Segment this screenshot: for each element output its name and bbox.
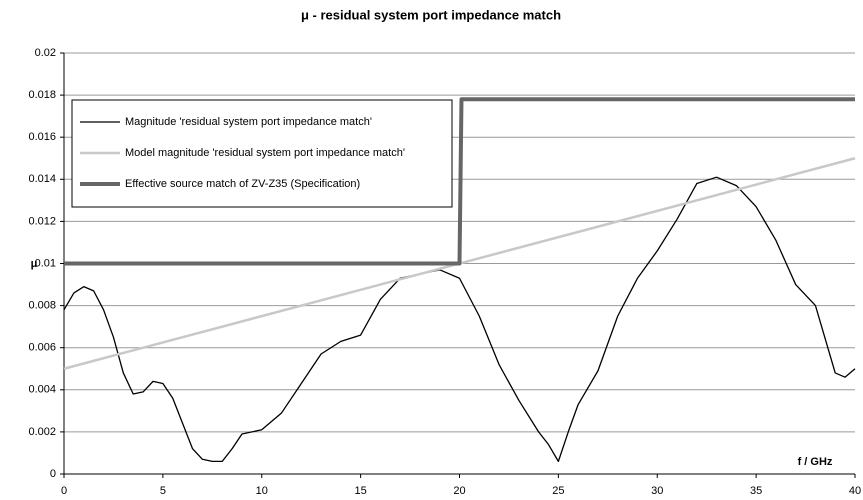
y-tick-label: 0 — [50, 468, 56, 480]
legend-label: Model magnitude 'residual system port im… — [125, 147, 405, 159]
legend-box — [71, 99, 453, 208]
y-tick-label: 0.01 — [35, 257, 56, 269]
legend-label: Magnitude 'residual system port impedanc… — [125, 116, 372, 128]
x-tick-label: 40 — [849, 485, 861, 497]
series-line — [64, 97, 855, 266]
y-tick-label: 0.016 — [28, 131, 56, 143]
chart-title: μ - residual system port impedance match — [301, 7, 561, 22]
y-tick-label: 0.014 — [28, 173, 56, 185]
x-tick-label: 20 — [453, 485, 465, 497]
y-tick-label: 0.006 — [28, 342, 56, 354]
x-axis-label: f / GHz — [798, 456, 833, 468]
y-tick-label: 0.012 — [28, 215, 56, 227]
y-tick-label: 0.002 — [28, 426, 56, 438]
x-tick-label: 35 — [750, 485, 762, 497]
y-tick-label: 0.018 — [28, 89, 56, 101]
y-tick-label: 0.004 — [28, 384, 56, 396]
x-tick-label: 25 — [552, 485, 564, 497]
legend-label: Effective source match of ZV-Z35 (Specif… — [125, 178, 360, 190]
y-axis-label: μ — [31, 258, 38, 270]
y-tick-label: 0.02 — [35, 47, 56, 59]
x-tick-label: 10 — [256, 485, 268, 497]
x-tick-label: 30 — [651, 485, 663, 497]
x-tick-label: 5 — [160, 485, 166, 497]
x-tick-label: 0 — [61, 485, 67, 497]
x-tick-label: 15 — [355, 485, 367, 497]
y-tick-label: 0.008 — [28, 300, 56, 312]
